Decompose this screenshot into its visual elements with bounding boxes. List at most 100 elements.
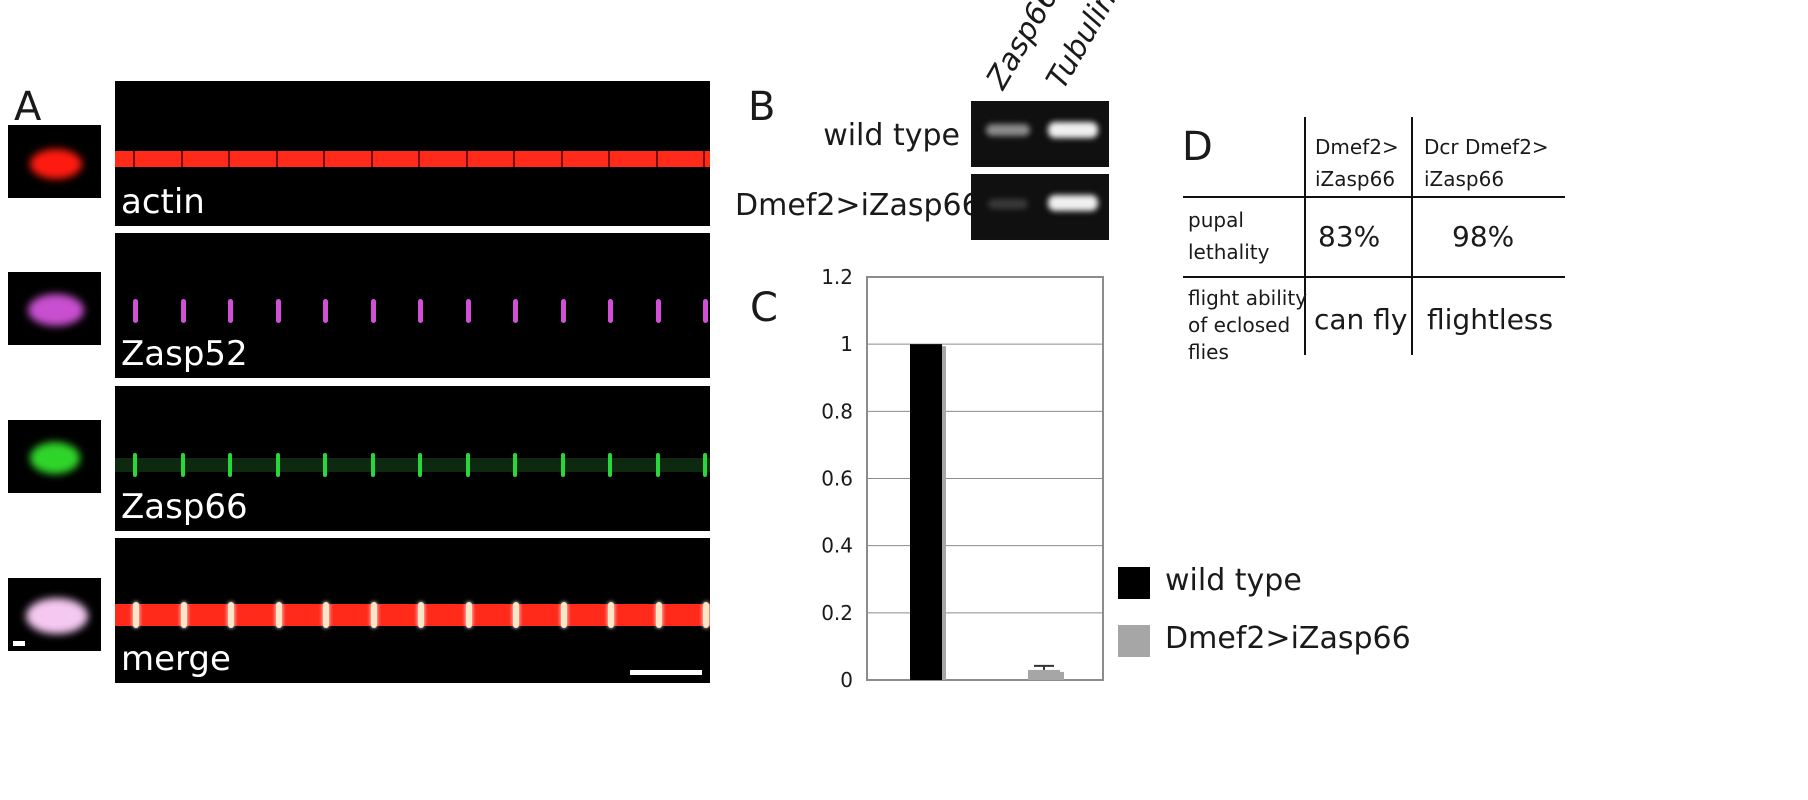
z-disc-mark bbox=[465, 453, 470, 477]
actin-marks bbox=[115, 151, 710, 167]
table-cell-lethality-dmef2: 83% bbox=[1318, 220, 1381, 253]
z-disc-mark bbox=[180, 299, 186, 323]
z-disc-mark bbox=[655, 299, 661, 323]
table-header-dmef2: Dmef2> iZasp66 bbox=[1315, 135, 1399, 191]
plot-frame bbox=[866, 276, 1104, 681]
z-disc-mark bbox=[703, 151, 705, 167]
gel-band-tubulin-dmef2 bbox=[1048, 195, 1098, 211]
z-disc-mark bbox=[370, 299, 376, 323]
table-line-h2 bbox=[1183, 276, 1565, 278]
table-cell-lethality-dcr: 98% bbox=[1452, 220, 1515, 253]
z-disc-mark bbox=[275, 453, 280, 477]
z-disc-mark bbox=[228, 453, 232, 477]
zasp66-thumbnail bbox=[8, 420, 101, 493]
y-tick-label: 0 bbox=[840, 668, 853, 692]
table-cell-flight-dcr: flightless bbox=[1427, 303, 1554, 336]
z-disc-mark bbox=[370, 602, 377, 628]
merge-blob bbox=[26, 598, 88, 634]
zasp52-marks bbox=[115, 299, 710, 323]
panel-a-letter: A bbox=[14, 84, 42, 130]
table-row-label-lethality: pupal lethality bbox=[1188, 208, 1270, 264]
z-disc-mark bbox=[228, 299, 233, 323]
z-disc-mark bbox=[513, 151, 515, 167]
z-disc-mark bbox=[465, 602, 472, 628]
z-disc-mark bbox=[228, 602, 234, 628]
z-disc-mark bbox=[560, 453, 565, 477]
z-disc-mark bbox=[608, 299, 613, 323]
table-cell-flight-dmef2: can fly bbox=[1314, 303, 1408, 336]
z-disc-mark bbox=[513, 602, 519, 628]
z-disc-mark bbox=[418, 453, 422, 477]
z-disc-mark bbox=[275, 151, 278, 167]
z-disc-mark bbox=[608, 151, 610, 167]
panel-c-letter: C bbox=[750, 285, 778, 331]
panel-b-letter: B bbox=[748, 84, 776, 130]
z-disc-mark bbox=[513, 299, 518, 323]
zasp52-blob bbox=[28, 294, 84, 326]
z-disc-mark bbox=[133, 453, 137, 477]
z-disc-mark bbox=[323, 299, 328, 323]
z-disc-mark bbox=[133, 299, 138, 323]
merge-thumbnail bbox=[8, 578, 101, 651]
z-disc-mark bbox=[418, 299, 423, 323]
zasp52-strip: Zasp52 bbox=[115, 233, 710, 378]
z-disc-mark bbox=[180, 453, 185, 477]
y-tick-label: 0.2 bbox=[821, 601, 853, 625]
z-disc-mark bbox=[703, 299, 708, 323]
z-disc-mark bbox=[370, 453, 375, 477]
gel-band-tubulin-wt bbox=[1048, 122, 1098, 138]
z-disc-mark bbox=[323, 453, 327, 477]
z-disc-mark bbox=[133, 602, 139, 628]
z-disc-mark bbox=[560, 151, 563, 167]
zasp66-strip: Zasp66 bbox=[115, 386, 710, 531]
scale-bar bbox=[630, 670, 702, 675]
z-disc-mark bbox=[560, 602, 567, 628]
gel-band-zasp66-wt bbox=[986, 124, 1030, 136]
z-disc-mark bbox=[180, 151, 183, 167]
table-row-label-flight: flight ability of eclosed flies bbox=[1188, 286, 1308, 364]
z-disc-mark bbox=[655, 602, 662, 628]
z-disc-mark bbox=[275, 602, 282, 628]
z-disc-mark bbox=[275, 299, 281, 323]
z-disc-mark bbox=[655, 151, 658, 167]
z-disc-mark bbox=[703, 602, 709, 628]
table-line-h1 bbox=[1183, 196, 1565, 198]
gel-row-wild-type: wild type bbox=[823, 118, 960, 153]
actin-blob bbox=[30, 149, 82, 179]
z-disc-mark bbox=[133, 151, 135, 167]
z-disc-mark bbox=[513, 453, 517, 477]
gel-dmef2 bbox=[971, 174, 1109, 240]
z-disc-mark bbox=[323, 151, 325, 167]
z-disc-mark bbox=[228, 151, 230, 167]
actin-thumbnail bbox=[8, 125, 101, 198]
table-line-v1 bbox=[1304, 117, 1306, 355]
merge-strip: merge bbox=[115, 538, 710, 683]
z-disc-mark bbox=[418, 151, 420, 167]
y-tick-label: 1 bbox=[840, 332, 853, 356]
y-tick-label: 0.8 bbox=[821, 399, 853, 423]
zasp66-label: Zasp66 bbox=[121, 487, 248, 527]
gel-row-dmef2: Dmef2>iZasp66 bbox=[735, 188, 981, 223]
y-tick-label: 0.4 bbox=[821, 534, 853, 558]
zasp66-blob bbox=[30, 442, 80, 474]
z-disc-mark bbox=[180, 602, 187, 628]
legend-swatch-wild-type bbox=[1118, 567, 1150, 599]
z-disc-mark bbox=[655, 453, 660, 477]
z-disc-mark bbox=[465, 151, 468, 167]
zasp52-label: Zasp52 bbox=[121, 334, 248, 374]
z-disc-mark bbox=[370, 151, 373, 167]
legend-swatch-dmef2 bbox=[1118, 625, 1150, 657]
legend-label-wild-type: wild type bbox=[1165, 563, 1302, 598]
actin-strip: actin bbox=[115, 81, 710, 226]
z-disc-mark bbox=[323, 602, 329, 628]
y-tick-label: 1.2 bbox=[821, 265, 853, 289]
z-disc-mark bbox=[560, 299, 566, 323]
z-disc-mark bbox=[465, 299, 471, 323]
bar bbox=[910, 344, 942, 680]
merge-marks bbox=[115, 602, 710, 628]
merge-label: merge bbox=[121, 639, 231, 679]
panel-d-letter: D bbox=[1182, 124, 1213, 170]
actin-label: actin bbox=[121, 182, 205, 222]
zasp66-marks bbox=[115, 453, 710, 477]
gel-wild-type bbox=[971, 101, 1109, 167]
